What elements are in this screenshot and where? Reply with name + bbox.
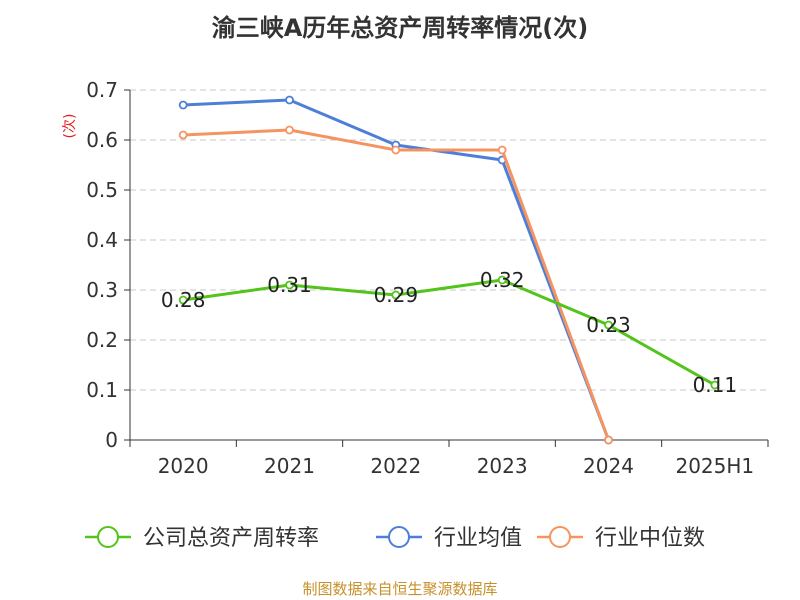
- data-point: [391, 145, 401, 155]
- data-point: [604, 435, 613, 445]
- y-tick-label: 0.3: [86, 278, 118, 302]
- y-tick-label: 0.5: [86, 178, 118, 202]
- data-label: 0.28: [161, 288, 206, 312]
- x-tick-label: 2024: [583, 454, 634, 478]
- legend-marker: [97, 526, 119, 548]
- y-tick-label: 0.2: [86, 328, 118, 352]
- data-label: 0.32: [480, 268, 525, 292]
- data-point: [178, 295, 188, 305]
- data-point: [710, 380, 720, 390]
- y-tick-label: 0.6: [86, 128, 118, 152]
- x-tick-label: 2022: [370, 454, 421, 478]
- x-tick-label: 2025H1: [675, 454, 754, 478]
- data-point: [285, 125, 294, 135]
- legend-label: 行业均值: [434, 526, 522, 551]
- x-tick-label: 2023: [477, 454, 528, 478]
- legend-marker: [549, 526, 571, 548]
- data-point: [285, 280, 294, 290]
- data-point: [178, 130, 188, 140]
- series-line-0: [182, 278, 716, 387]
- y-axis-label: (次): [62, 114, 78, 139]
- legend-label: 行业中位数: [595, 526, 705, 551]
- legend-marker: [388, 526, 410, 548]
- data-point: [285, 95, 294, 105]
- data-label: 0.23: [586, 313, 631, 337]
- y-tick-label: 0.7: [86, 78, 118, 102]
- data-point: [604, 320, 613, 330]
- data-point: [497, 275, 507, 285]
- data-point: [497, 145, 507, 155]
- y-tick-label: 0: [105, 428, 118, 452]
- data-label: 0.31: [267, 273, 312, 297]
- x-tick-label: 2020: [158, 454, 209, 478]
- y-tick-label: 0.1: [86, 378, 118, 402]
- data-point: [178, 100, 188, 110]
- data-label: 0.29: [374, 283, 419, 307]
- y-tick-label: 0.4: [86, 228, 118, 252]
- data-source: 制图数据来自恒生聚源数据库: [302, 580, 498, 598]
- data-point: [391, 290, 401, 300]
- data-label: 0.11: [693, 373, 738, 397]
- chart-title: 渝三峡A历年总资产周转率情况(次): [211, 14, 589, 42]
- x-tick-label: 2021: [264, 454, 315, 478]
- legend-label: 公司总资产周转率: [143, 526, 319, 551]
